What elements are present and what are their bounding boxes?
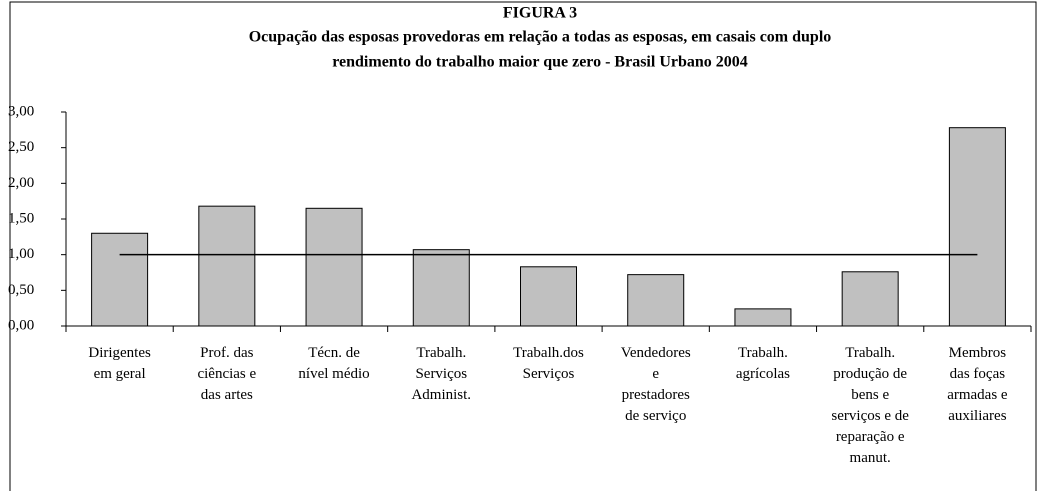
frame [9, 1, 1037, 491]
y-tick-label: 2,50 [8, 139, 34, 155]
bar [198, 205, 256, 327]
bar [412, 249, 470, 327]
y-tick-label: 0,00 [8, 317, 34, 333]
x-tick-label: Trabalh.dos Serviços [513, 345, 584, 382]
y-tick-label: 0,50 [8, 282, 34, 298]
bar [305, 207, 363, 327]
y-tick-label: 1,50 [8, 210, 34, 226]
x-tick-label: Técn. de nível médio [298, 345, 369, 382]
x-tick-label: Dirigentes em geral [88, 345, 151, 382]
bar [734, 308, 792, 327]
chart-subtitle: Ocupação das esposas provedoras em relaç… [249, 29, 832, 46]
x-tick-label: Trabalh. produção de bens e serviços e de re… [831, 345, 909, 466]
x-tick-label: Prof. das ciências e das artes [197, 345, 256, 403]
bar [91, 232, 149, 327]
y-tick-label: 3,00 [8, 103, 34, 119]
chart-subtitle: rendimento do trabalho maior que zero - … [332, 54, 748, 71]
bar [627, 274, 685, 327]
bar [520, 266, 577, 327]
x-tick-label: Trabalh. Serviços Administ. [411, 345, 471, 403]
bar [841, 271, 899, 327]
x-tick-label: Membros das foças armadas e auxiliares [947, 345, 1008, 424]
x-tick-label: Trabalh. agrícolas [736, 345, 790, 382]
chart-title: FIGURA 3 [503, 5, 577, 22]
y-tick-label: 1,00 [8, 246, 34, 262]
bar [948, 127, 1006, 327]
y-tick-label: 2,00 [8, 175, 34, 191]
x-tick-label: Vendedores e prestadores de serviço [621, 345, 691, 424]
